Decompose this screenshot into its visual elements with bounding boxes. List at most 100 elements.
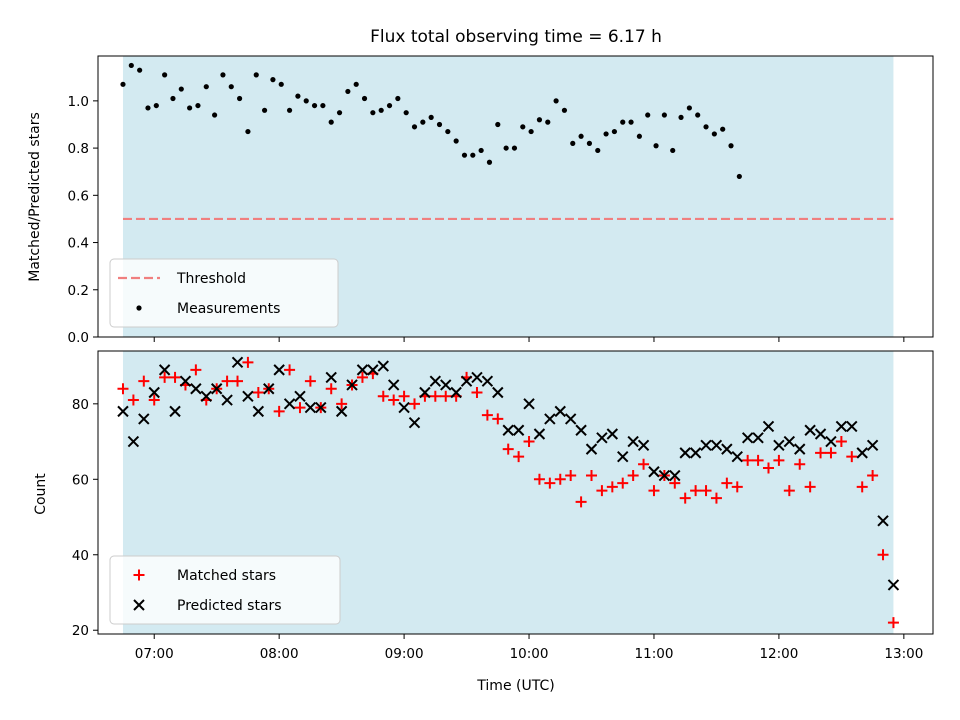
predicted-star-point <box>148 386 160 399</box>
matched-star-point <box>481 409 493 421</box>
matched-star-point <box>867 470 879 482</box>
predicted-star-point <box>710 439 723 452</box>
matched-star-point <box>565 470 577 482</box>
measurement-point <box>162 72 168 78</box>
predicted-star-point <box>794 443 806 455</box>
predicted-star-point <box>689 447 702 459</box>
predicted-star-point <box>387 379 400 391</box>
predicted-star-point <box>252 405 265 418</box>
predicted-star-point <box>127 435 140 448</box>
top-series-0 <box>120 62 742 180</box>
matched-star-point <box>752 454 764 466</box>
measurement-point <box>395 95 401 102</box>
bottom-series-0 <box>117 356 899 629</box>
measurement-point <box>370 110 376 116</box>
matched-star-point <box>721 477 733 489</box>
top-y-axis-label: Matched/Predicted stars <box>27 112 43 282</box>
predicted-star-point <box>315 401 327 414</box>
measurement-point <box>378 107 384 113</box>
predicted-star-point <box>335 405 348 418</box>
measurement-point <box>436 121 443 128</box>
measurement-point <box>278 81 284 87</box>
measurement-point <box>561 107 568 113</box>
measurement-point <box>520 124 526 130</box>
matched-star-point <box>596 485 608 497</box>
predicted-star-point <box>179 375 192 387</box>
matched-star-point <box>127 394 139 406</box>
predicted-star-point <box>429 375 442 387</box>
bottom-panel: 20 40 60 80 07:00 08:00 09:00 10:00 11:00 12:00 13… <box>72 350 934 662</box>
predicted-star-point <box>866 439 879 452</box>
measurement-point <box>703 124 709 130</box>
measurement-point <box>570 140 576 146</box>
measurement-point <box>236 95 243 102</box>
predicted-star-point <box>554 405 566 418</box>
predicted-star-point <box>835 420 848 433</box>
matched-star-point <box>742 454 754 466</box>
bottom-y-tick-label: 20 <box>72 623 89 639</box>
matched-star-point <box>762 462 774 474</box>
predicted-star-point <box>263 383 275 395</box>
measurement-point <box>670 147 676 154</box>
bottom-y-axis-label: Count <box>33 473 49 515</box>
x-tick-label: 09:00 <box>385 646 424 662</box>
predicted-star-point <box>221 394 233 406</box>
matched-star-point <box>169 371 181 383</box>
predicted-star-point <box>440 379 452 391</box>
predicted-star-point <box>471 371 483 384</box>
top-y-tick-label: 0.6 <box>68 188 89 204</box>
measurement-point <box>486 159 493 165</box>
predicted-star-point <box>304 401 317 414</box>
predicted-star-point <box>648 466 660 478</box>
predicted-star-point <box>283 398 296 410</box>
top-legend: Threshold Measurements <box>109 258 339 328</box>
measurement-point <box>336 110 343 116</box>
measurement-point <box>195 102 201 109</box>
matched-star-point <box>815 447 827 459</box>
predicted-star-point <box>294 390 306 402</box>
measurement-point <box>128 62 134 69</box>
measurement-point <box>120 81 126 87</box>
predicted-star-point <box>596 432 608 444</box>
top-y-tick-label: 0.8 <box>68 141 89 157</box>
predicted-star-point <box>731 450 743 463</box>
matched-star-point <box>284 364 296 376</box>
measurement-point <box>253 72 259 78</box>
measurement-point <box>595 147 601 154</box>
predicted-star-point <box>783 435 796 448</box>
predicted-star-point <box>825 435 837 448</box>
measurement-point <box>245 128 251 135</box>
x-axis-label: Time (UTC) <box>476 678 554 694</box>
measurement-point <box>403 110 409 116</box>
measurement-point <box>411 124 418 130</box>
measurement-point <box>303 98 309 104</box>
predicted-star-point <box>637 439 650 452</box>
predicted-star-point <box>231 356 244 369</box>
predicted-star-point <box>190 383 202 395</box>
matched-star-point <box>783 485 795 497</box>
predicted-star-point <box>502 424 514 436</box>
top-y-tick-label: 0.0 <box>68 330 89 346</box>
measurement-point <box>178 86 184 92</box>
matched-star-point <box>242 356 254 368</box>
measurement-point <box>386 102 393 109</box>
matched-star-point <box>252 387 264 399</box>
bottom-axes-frame <box>97 350 934 635</box>
matched-star-point <box>377 390 389 402</box>
measurement-point <box>528 128 534 135</box>
matched-star-point <box>690 485 702 497</box>
x-tick-label: 07:00 <box>135 646 174 662</box>
measurement-point <box>711 131 717 137</box>
legend-label: Matched stars <box>177 568 276 584</box>
measurement-point <box>203 84 209 90</box>
matched-star-point <box>523 436 535 448</box>
x-tick-label: 08:00 <box>260 646 299 662</box>
predicted-star-point <box>138 413 150 425</box>
measurement-point <box>461 152 468 158</box>
predicted-star-point <box>408 416 421 429</box>
predicted-star-point <box>523 398 535 410</box>
matched-star-point <box>627 470 639 482</box>
matched-star-point <box>273 405 285 417</box>
x-tick-label: 11:00 <box>635 646 674 662</box>
